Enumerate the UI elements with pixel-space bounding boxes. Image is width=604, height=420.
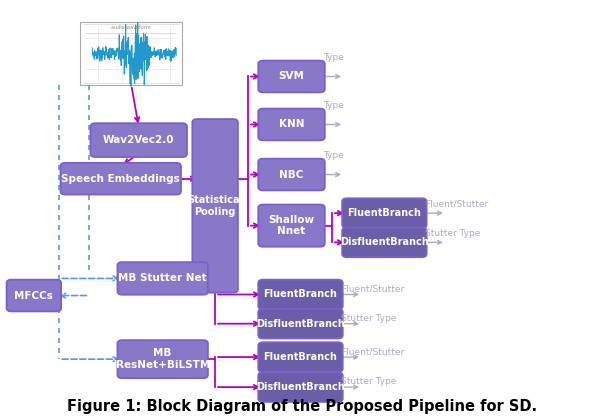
Text: Type: Type bbox=[323, 101, 344, 110]
FancyBboxPatch shape bbox=[259, 159, 325, 190]
Text: KNN: KNN bbox=[279, 119, 304, 129]
Text: Fluent/Stutter: Fluent/Stutter bbox=[341, 285, 404, 294]
FancyBboxPatch shape bbox=[259, 60, 325, 92]
Text: Fluent/Stutter: Fluent/Stutter bbox=[341, 347, 404, 356]
Text: Stutter Type: Stutter Type bbox=[341, 314, 396, 323]
Text: DisfluentBranch: DisfluentBranch bbox=[256, 382, 345, 392]
Text: Stutter Type: Stutter Type bbox=[425, 229, 480, 238]
Text: FluentBranch: FluentBranch bbox=[347, 208, 422, 218]
Text: MB Stutter Net: MB Stutter Net bbox=[118, 273, 207, 284]
Text: DisfluentBranch: DisfluentBranch bbox=[256, 319, 345, 329]
FancyBboxPatch shape bbox=[259, 109, 325, 140]
FancyBboxPatch shape bbox=[117, 262, 208, 295]
Text: MFCCs: MFCCs bbox=[14, 291, 53, 301]
Text: FluentBranch: FluentBranch bbox=[263, 352, 338, 362]
Text: Statistical
Pooling: Statistical Pooling bbox=[187, 195, 243, 217]
FancyBboxPatch shape bbox=[259, 372, 342, 402]
FancyBboxPatch shape bbox=[342, 198, 426, 228]
Text: audio waveform: audio waveform bbox=[111, 25, 151, 30]
FancyBboxPatch shape bbox=[259, 342, 342, 372]
FancyBboxPatch shape bbox=[342, 228, 426, 257]
Text: Shallow
Nnet: Shallow Nnet bbox=[268, 215, 315, 236]
Text: Figure 1: Block Diagram of the Proposed Pipeline for SD.: Figure 1: Block Diagram of the Proposed … bbox=[67, 399, 537, 415]
FancyBboxPatch shape bbox=[259, 205, 325, 247]
FancyBboxPatch shape bbox=[192, 119, 238, 293]
FancyBboxPatch shape bbox=[91, 123, 187, 157]
FancyBboxPatch shape bbox=[117, 340, 208, 378]
Text: MB
ResNet+BiLSTM: MB ResNet+BiLSTM bbox=[115, 348, 210, 370]
Text: FluentBranch: FluentBranch bbox=[263, 289, 338, 299]
Text: Type: Type bbox=[323, 151, 344, 160]
FancyBboxPatch shape bbox=[259, 280, 342, 309]
Text: Speech Embeddings: Speech Embeddings bbox=[62, 174, 180, 184]
Text: Fluent/Stutter: Fluent/Stutter bbox=[425, 200, 488, 209]
FancyBboxPatch shape bbox=[80, 22, 182, 85]
Text: Type: Type bbox=[323, 53, 344, 62]
Text: NBC: NBC bbox=[279, 170, 304, 179]
FancyBboxPatch shape bbox=[7, 280, 61, 311]
Text: SVM: SVM bbox=[278, 71, 304, 81]
FancyBboxPatch shape bbox=[60, 163, 181, 194]
Text: Wav2Vec2.0: Wav2Vec2.0 bbox=[103, 135, 175, 145]
Text: DisfluentBranch: DisfluentBranch bbox=[340, 237, 429, 247]
Text: Stutter Type: Stutter Type bbox=[341, 377, 396, 386]
FancyBboxPatch shape bbox=[259, 309, 342, 339]
